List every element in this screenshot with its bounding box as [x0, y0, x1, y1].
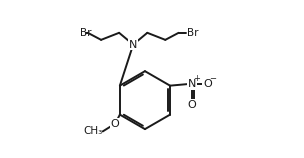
Text: N: N [129, 40, 137, 50]
Text: N: N [188, 79, 196, 89]
Text: O: O [111, 119, 119, 129]
Text: +: + [193, 74, 200, 83]
Text: O: O [188, 100, 196, 110]
Text: Br: Br [80, 28, 92, 38]
Text: Br: Br [187, 28, 199, 38]
Text: −: − [209, 74, 216, 83]
Text: O: O [203, 79, 212, 89]
Text: CH₃: CH₃ [83, 126, 103, 137]
